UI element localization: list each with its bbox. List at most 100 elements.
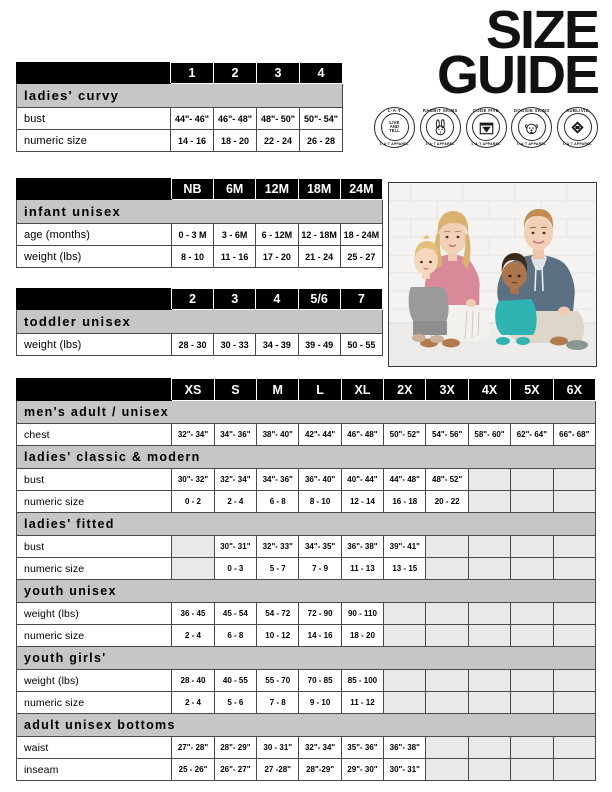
- table-row: bust 30"- 32" 32"- 34" 34"- 36" 36"- 40" 40"-…: [15, 468, 597, 491]
- row-label: weight (lbs): [15, 602, 173, 625]
- row-label: bust: [15, 468, 173, 491]
- table-cell-empty: [425, 535, 469, 558]
- table-ladies-curvy: 1 2 3 4 ladies' curvy bust 44"- 46" 46"- 48" 48"…: [16, 62, 343, 152]
- chevron-badge-icon: [479, 122, 493, 135]
- table-cell-empty: [552, 490, 597, 513]
- table-cell-empty: [552, 691, 597, 714]
- table-cell: 28 - 40: [171, 669, 215, 692]
- table-row: bust 30"- 31" 32"- 33" 34"- 35" 36"- 38" 39"-…: [15, 535, 597, 558]
- column-header-3: 3: [213, 288, 257, 310]
- table-cell: 21 - 24: [297, 245, 341, 268]
- table-header-row: NB 6M 12M 18M 24M: [16, 178, 384, 200]
- table-cell: 11 - 13: [340, 557, 385, 580]
- table-cell: 6 - 12M: [255, 223, 299, 246]
- table-cell-empty: [467, 669, 512, 692]
- table-cell: 50"- 52": [383, 423, 427, 446]
- table-cell: 40"- 44": [340, 468, 385, 491]
- section-title: men's adult / unisex: [16, 400, 596, 424]
- table-cell: 10 - 12: [256, 624, 300, 647]
- logo-outer-ring: [465, 106, 507, 148]
- table-cell: 18 - 20: [340, 624, 385, 647]
- lat-text-logo-icon: LIVE AND TELL: [383, 116, 406, 139]
- table-cell: 44"- 48": [383, 468, 427, 491]
- section-title: youth unisex: [16, 579, 596, 603]
- table-cell: 36"- 40": [298, 468, 342, 491]
- page-title: SIZE GUIDE: [368, 0, 600, 106]
- brand-logo-rabbit-skins: RABBIT SKINS L·A·T APPAREL: [419, 106, 461, 148]
- table-cell: 85 - 100: [340, 669, 385, 692]
- table-cell: 30 - 31": [256, 736, 300, 759]
- table-cell: 40 - 55: [213, 669, 258, 692]
- table-cell-empty: [552, 468, 597, 491]
- table-cell-empty: [171, 557, 215, 580]
- table-cell-empty: [510, 669, 554, 692]
- table-cell: 11 - 16: [213, 245, 257, 268]
- section-title: youth girls': [16, 646, 596, 670]
- table-cell-empty: [467, 691, 512, 714]
- row-label: weight (lbs): [16, 333, 172, 356]
- column-header-4x: 4X: [467, 378, 512, 401]
- table-cell-empty: [467, 602, 512, 625]
- column-header-nb: NB: [170, 178, 215, 200]
- table-cell-empty: [510, 535, 554, 558]
- table-toddler-unisex: 2 3 4 5/6 7 toddler unisex weight (lbs) 28 - 30…: [16, 288, 384, 356]
- table-header-row: 2 3 4 5/6 7: [16, 288, 384, 310]
- table-row: chest 32"- 34" 34"- 36" 38"- 40" 42"- 44" 46"…: [15, 423, 597, 446]
- page-title-line-2: GUIDE: [436, 45, 600, 106]
- section-header-row: toddler unisex: [16, 309, 383, 334]
- table-cell-empty: [510, 758, 554, 781]
- table-cell-empty: [425, 736, 469, 759]
- brand-arc-top: SUBLIVIE: [566, 108, 589, 114]
- table-cell: 30"- 31": [213, 535, 258, 558]
- column-header-4: 4: [299, 62, 343, 84]
- column-header-xl: XL: [340, 378, 385, 401]
- brand-arc-top: L·A·T: [388, 108, 401, 114]
- table-cell-empty: [467, 736, 512, 759]
- header-corner-cell: [15, 378, 173, 401]
- table-cell: 16 - 18: [383, 490, 427, 513]
- table-cell-empty: [425, 669, 469, 692]
- table-cell: 26 - 28: [299, 129, 343, 152]
- table-row: weight (lbs) 8 - 10 11 - 16 17 - 20 21 - 24 2…: [16, 245, 384, 268]
- brand-arc-bottom: L·A·T APPAREL: [379, 142, 410, 147]
- table-cell-empty: [552, 669, 597, 692]
- table-cell-empty: [383, 691, 427, 714]
- column-header-12m: 12M: [255, 178, 299, 200]
- row-label: bust: [15, 535, 173, 558]
- column-header-18m: 18M: [297, 178, 341, 200]
- table-cell: 26"- 27": [213, 758, 258, 781]
- table-cell: 48"- 52": [425, 468, 469, 491]
- logo-inner-ring: [380, 113, 409, 142]
- table-cell: 36"- 38": [383, 736, 427, 759]
- table-cell-empty: [171, 535, 215, 558]
- table-cell: 32"- 34": [298, 736, 342, 759]
- table-cell: 27 -28": [256, 758, 300, 781]
- table-cell: 44"- 46": [170, 107, 214, 130]
- section-header-row: ladies' fitted: [16, 512, 596, 536]
- brand-arc-bottom: L·A·T APPAREL: [562, 142, 593, 147]
- table-cell: 54 - 72: [256, 602, 300, 625]
- table-cell: 34"- 36": [256, 468, 300, 491]
- table-cell-empty: [552, 557, 597, 580]
- lat-core-line-3: TELL: [389, 128, 400, 134]
- brand-logo-row: L·A·T LIVE AND TELL L·A·T APPAREL RABBIT…: [368, 106, 600, 148]
- section-header-row: adult unisex bottoms: [16, 713, 596, 737]
- brand-arc-top: DOGGIE SKINS: [513, 108, 550, 114]
- table-cell: 25 - 26": [171, 758, 215, 781]
- logo-outer-ring: [419, 106, 461, 148]
- table-cell: 42"- 44": [298, 423, 342, 446]
- row-label: waist: [15, 736, 173, 759]
- table-cell: 5 - 6: [213, 691, 258, 714]
- table-cell: 3 - 6M: [213, 223, 257, 246]
- column-header-s: S: [213, 378, 258, 401]
- table-cell-empty: [425, 557, 469, 580]
- table-cell: 66"- 68": [552, 423, 597, 446]
- column-header-24m: 24M: [339, 178, 384, 200]
- table-cell-empty: [510, 624, 554, 647]
- column-header-3: 3: [256, 62, 300, 84]
- row-label: numeric size: [15, 691, 173, 714]
- header-corner-cell: [16, 178, 172, 200]
- page-title-line-1: SIZE: [485, 0, 600, 60]
- table-body: 1 2 3 4 ladies' curvy bust 44"- 46" 46"- 48" 48"…: [16, 62, 343, 152]
